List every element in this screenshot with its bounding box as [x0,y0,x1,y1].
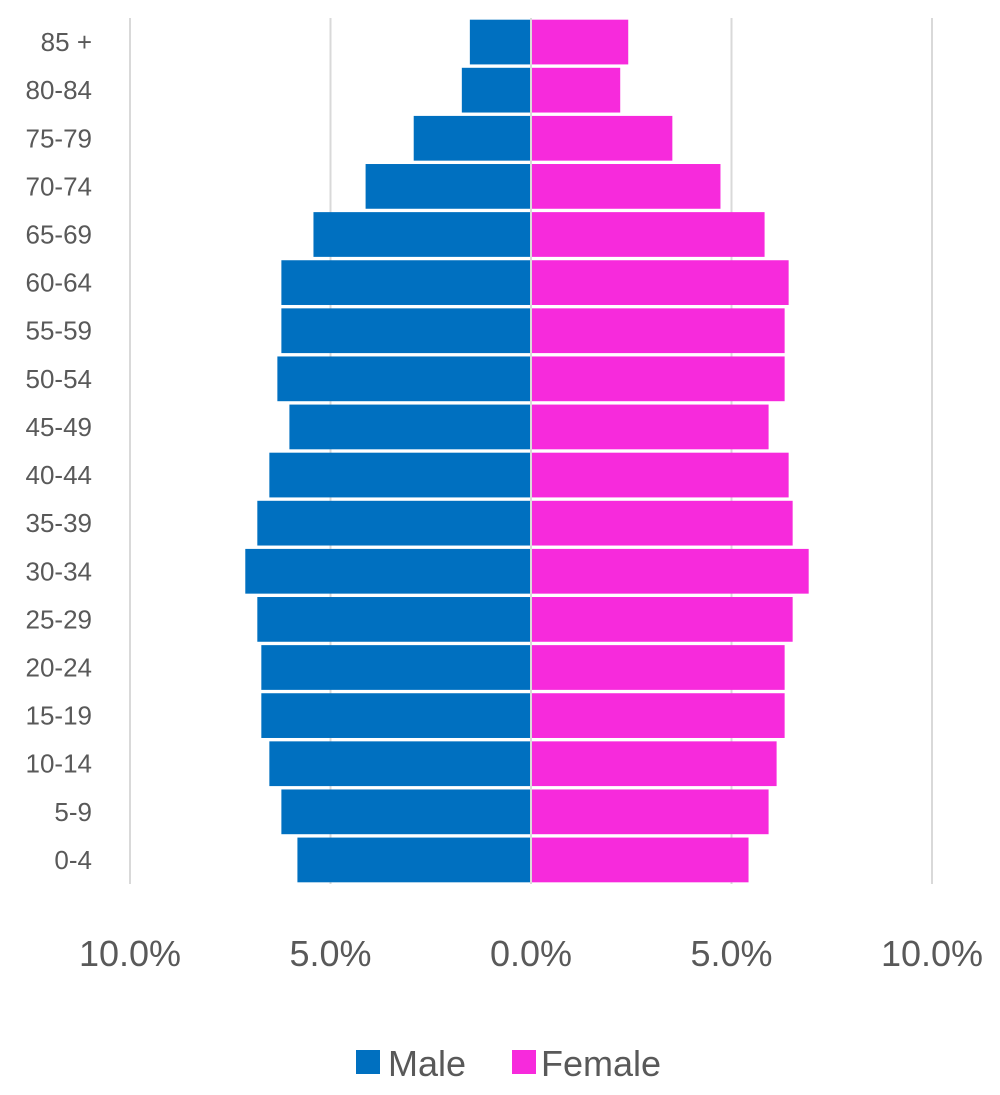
bar-female [532,693,785,738]
category-label: 75-79 [26,123,93,153]
bar-female [532,308,785,354]
legend-label-female: Female [541,1043,661,1084]
legend-label-male: Male [388,1043,466,1084]
bar-male [281,260,530,305]
bar-male [269,741,530,787]
x-tick-label: 0.0% [490,933,572,974]
x-tick-label: 5.0% [690,933,772,974]
bar-male [289,404,530,450]
category-label: 85 + [41,27,92,57]
bar-male [469,19,530,65]
bar-female [532,597,793,642]
legend-swatch-female [512,1050,536,1074]
bars [245,19,809,883]
gridlines [129,18,933,884]
x-tick-label: 5.0% [289,933,371,974]
bar-male [365,164,530,209]
category-label: 30-34 [26,556,93,586]
bar-male [277,356,530,402]
x-tick-label: 10.0% [79,933,181,974]
bar-male [461,67,530,113]
bar-female [532,645,785,690]
bar-female [532,356,785,402]
category-label: 80-84 [26,75,93,105]
bar-female [532,115,673,161]
category-label: 70-74 [26,171,93,201]
category-label: 60-64 [26,268,93,298]
bar-male [281,308,530,354]
bar-female [532,19,629,65]
bar-female [532,260,789,305]
bar-male [297,837,530,883]
bar-female [532,500,793,546]
bar-male [257,500,530,546]
category-label: 55-59 [26,316,93,346]
bar-male [269,452,530,498]
category-label: 45-49 [26,412,93,442]
bar-male [261,693,530,738]
bar-female [532,789,769,835]
x-tick-label: 10.0% [881,933,983,974]
legend: Male Female [356,1043,661,1084]
bar-male [257,597,530,642]
category-label: 15-19 [26,701,93,731]
bar-male [413,115,530,161]
category-labels: 0-4 5-9 10-14 15-19 20-24 25-29 30-34 35-39 40-4… [26,27,93,875]
category-label: 10-14 [26,749,93,779]
category-label: 50-54 [26,364,93,394]
bar-male [281,789,530,835]
x-tick-labels: 10.0% 5.0% 0.0% 5.0% 10.0% [79,933,983,974]
category-label: 35-39 [26,508,93,538]
bar-female [532,837,749,883]
bar-female [532,404,769,450]
bar-male [261,645,530,690]
legend-swatch-male [356,1050,380,1074]
bar-female [532,548,809,594]
bar-female [532,452,789,498]
bar-female [532,67,621,113]
category-label: 65-69 [26,220,93,250]
bar-male [313,212,530,257]
bar-female [532,212,765,257]
bar-female [532,164,721,209]
bar-female [532,741,777,787]
category-label: 40-44 [26,460,93,490]
bar-male [245,548,531,594]
category-label: 25-29 [26,604,93,634]
category-label: 5-9 [54,797,92,827]
category-label: 0-4 [54,845,92,875]
category-label: 20-24 [26,653,93,683]
